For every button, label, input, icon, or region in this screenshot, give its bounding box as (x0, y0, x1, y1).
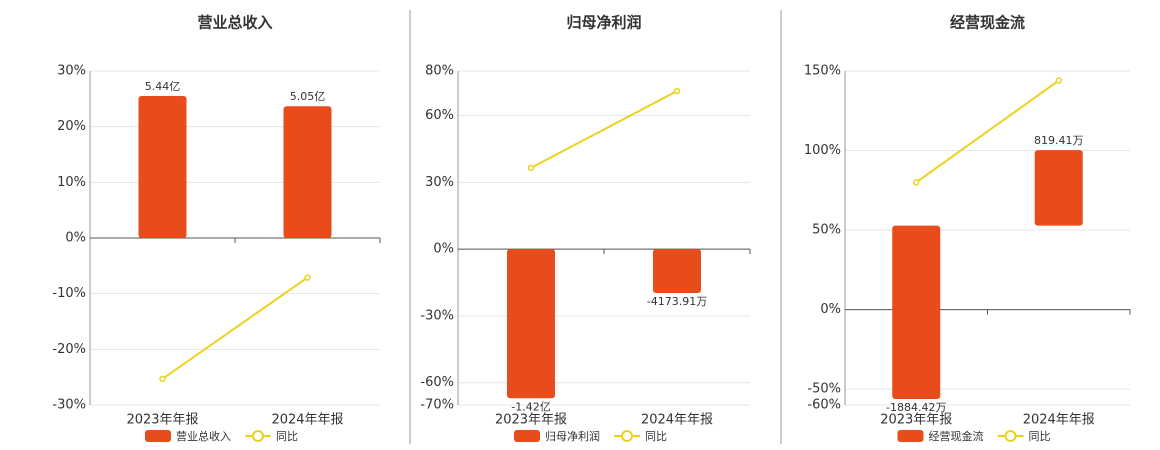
y-tick-label: -30% (52, 398, 86, 413)
line (915, 79, 1060, 184)
legend-swatch (1004, 430, 1017, 442)
y-tick-label: 10% (57, 175, 86, 190)
legend-label: 经营现金流 (929, 429, 984, 443)
legend-swatch (145, 430, 171, 442)
y-tick-label: -60% (420, 375, 454, 390)
y-tick-label: -10% (52, 286, 86, 301)
x-tick-label: 2023年年报 (495, 413, 567, 428)
legend-label: 同比 (276, 430, 298, 443)
line (161, 276, 309, 380)
y-tick-label: 60% (425, 108, 454, 123)
data-label: 5.44亿 (145, 80, 181, 93)
legend-label: 同比 (1029, 430, 1051, 443)
x-tick-label: 2024年年报 (271, 413, 343, 428)
data-label: -4173.91万 (647, 295, 707, 308)
y-tick-label: 150% (804, 64, 841, 79)
line-marker (673, 87, 681, 95)
legend-swatch (621, 430, 633, 442)
chart-title: 营业总收入 (197, 14, 272, 32)
data-label: 5.05亿 (290, 90, 326, 103)
legend-swatch (514, 430, 540, 442)
x-tick-label: 2023年年报 (880, 413, 952, 428)
y-tick-label: -50% (807, 382, 841, 397)
line-marker (1055, 77, 1062, 84)
y-tick-label: 20% (57, 119, 86, 134)
chart-title: 归母净利润 (566, 14, 641, 32)
data-label: 819.41万 (1034, 134, 1084, 147)
y-tick-label: -60% (807, 398, 841, 413)
chart-title: 经营现金流 (950, 14, 1025, 32)
x-tick-label: 2024年年报 (1023, 413, 1095, 428)
y-tick-label: -30% (420, 308, 454, 323)
legend-swatch (897, 430, 924, 442)
y-tick-label: 0% (820, 302, 841, 317)
line-marker (913, 179, 920, 186)
line-marker (304, 274, 311, 281)
legend-swatch (252, 430, 264, 442)
bar (507, 249, 555, 399)
bar (892, 225, 941, 399)
line (530, 90, 678, 169)
line-marker (527, 164, 535, 172)
y-tick-label: 50% (812, 223, 841, 238)
legend-label: 营业总收入 (176, 429, 231, 443)
y-tick-label: -20% (52, 342, 86, 357)
x-tick-label: 2023年年报 (126, 413, 198, 428)
data-label: -1.42亿 (511, 400, 550, 413)
bar (653, 249, 701, 293)
y-tick-label: 80% (425, 64, 454, 79)
bar (1034, 150, 1083, 226)
y-tick-label: 0% (65, 231, 86, 246)
line-marker (159, 375, 166, 383)
y-tick-label: 100% (804, 143, 841, 158)
bar (138, 96, 187, 238)
y-tick-label: 0% (433, 242, 454, 257)
y-tick-label: -70% (420, 398, 454, 413)
x-tick-label: 2024年年报 (641, 413, 713, 428)
legend-label: 归母净利润 (545, 429, 600, 443)
data-label: -1884.42万 (886, 401, 946, 414)
y-tick-label: 30% (425, 175, 454, 190)
y-tick-label: 30% (57, 64, 86, 79)
legend-label: 同比 (645, 430, 667, 443)
bar (283, 106, 332, 238)
